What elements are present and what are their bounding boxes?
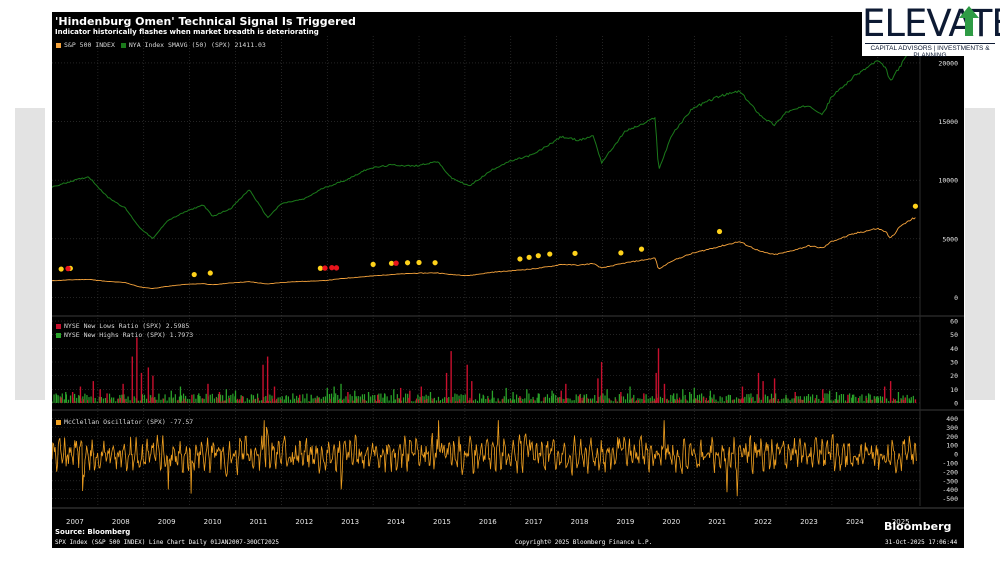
chart-window: 0 5000 10000 15000 20000 0 10 20 30 40 50 60 400 300 2… xyxy=(52,12,964,548)
x-tick-label: 2023 xyxy=(800,518,818,526)
logo-arrow-icon xyxy=(959,6,979,36)
price-tick-label: 15000 xyxy=(938,118,958,126)
x-tick-label: 2024 xyxy=(846,518,864,526)
x-tick-label: 2019 xyxy=(617,518,635,526)
x-tick-label: 2018 xyxy=(571,518,589,526)
hindenburg-signal-marker xyxy=(207,270,213,276)
cluster-signal-marker xyxy=(329,264,335,271)
x-tick-label: 2017 xyxy=(525,518,543,526)
x-tick-label: 2010 xyxy=(204,518,222,526)
hindenburg-signal-marker xyxy=(404,260,411,266)
hindenburg-signal-marker xyxy=(416,259,422,266)
mcclellan-oscillator-line xyxy=(52,420,917,497)
chart-canvas: 0500010000150002000001020304050604003002… xyxy=(52,36,964,526)
cluster-signal-marker xyxy=(333,265,340,271)
breadth-legend-lows: NYSE New Lows Ratio (SPX) 2.5985 xyxy=(56,322,189,330)
hindenburg-signal-marker xyxy=(388,260,395,266)
bloomberg-brand: Bloomberg xyxy=(884,520,952,533)
x-tick-label: 2020 xyxy=(662,518,680,526)
watermark-block-right xyxy=(965,108,995,400)
hindenburg-signal-marker xyxy=(58,266,64,272)
oscillator-tick-label: -200 xyxy=(942,468,958,476)
breadth-tick-label: 10 xyxy=(950,386,958,394)
spx-price-line xyxy=(52,217,916,289)
breadth-tick-label: 40 xyxy=(950,345,958,353)
x-tick-label: 2016 xyxy=(479,518,497,526)
logo-tagline: CAPITAL ADVISORS | INVESTMENTS & PLANNIN… xyxy=(870,45,990,59)
legend-swatch-mcclellan xyxy=(56,419,61,425)
hindenburg-signal-marker xyxy=(191,271,197,278)
oscillator-tick-label: -500 xyxy=(942,495,958,503)
price-tick-label: 20000 xyxy=(938,59,958,67)
legend-label-nya: NYA Index SMAVG (50) (SPX) 21411.03 xyxy=(128,41,266,49)
nya-smavg-line xyxy=(52,42,916,240)
hindenburg-signal-marker xyxy=(618,250,624,256)
elevate-logo: ELEVATE CAPITAL ADVISORS | INVESTMENTS &… xyxy=(862,2,1000,59)
x-tick-label: 2025 xyxy=(892,518,910,526)
oscillator-tick-label: 200 xyxy=(946,433,958,441)
hindenburg-signal-marker xyxy=(526,254,532,260)
hindenburg-signal-marker xyxy=(572,250,578,256)
hindenburg-signal-marker xyxy=(912,203,919,209)
price-tick-label: 5000 xyxy=(942,235,958,243)
oscillator-tick-label: -300 xyxy=(942,477,958,485)
hindenburg-signal-marker xyxy=(317,265,323,271)
x-tick-label: 2021 xyxy=(708,518,726,526)
source-label: Source: Bloomberg xyxy=(55,528,131,536)
logo-rule xyxy=(865,43,995,44)
breadth-tick-label: 20 xyxy=(950,372,958,380)
cluster-signal-marker xyxy=(322,265,328,271)
hindenburg-signal-marker xyxy=(547,251,553,257)
breadth-tick-label: 60 xyxy=(950,318,958,326)
price-tick-label: 0 xyxy=(954,294,958,302)
x-tick-label: 2015 xyxy=(433,518,451,526)
cluster-signal-marker xyxy=(393,260,399,266)
hindenburg-signal-marker xyxy=(370,261,376,267)
oscillator-tick-label: -100 xyxy=(942,460,958,468)
oscillator-tick-label: 0 xyxy=(954,451,958,459)
price-legend: S&P 500 INDEX NYA Index SMAVG (50) (SPX)… xyxy=(56,41,266,49)
hindenburg-signal-marker xyxy=(535,253,541,259)
x-tick-label: 2007 xyxy=(66,518,84,526)
breadth-tick-label: 0 xyxy=(954,399,958,407)
logo-wordmark: ELEVATE xyxy=(862,2,1000,45)
legend-swatch-nya xyxy=(120,42,126,48)
watermark-block-left xyxy=(15,108,45,400)
x-tick-label: 2013 xyxy=(341,518,359,526)
hindenburg-signal-marker xyxy=(517,256,523,262)
hindenburg-signal-marker xyxy=(432,260,438,266)
legend-swatch-highs xyxy=(56,332,61,338)
legend-label-mcclellan: McClellan Oscillator (SPX) -77.57 xyxy=(64,418,194,426)
x-tick-label: 2008 xyxy=(112,518,130,526)
oscillator-tick-label: 100 xyxy=(946,442,958,450)
price-tick-label: 10000 xyxy=(938,177,958,185)
x-tick-label: 2012 xyxy=(295,518,313,526)
x-tick-label: 2009 xyxy=(158,518,176,526)
timestamp: 31-Oct-2025 17:06:44 xyxy=(885,539,958,546)
hindenburg-signal-marker xyxy=(638,246,645,252)
logo-wordmark-text: ELEVATE xyxy=(862,2,1000,45)
x-tick-label: 2022 xyxy=(754,518,772,526)
breadth-tick-label: 50 xyxy=(950,331,958,339)
chart-title: 'Hindenburg Omen' Technical Signal Is Tr… xyxy=(55,15,356,28)
hindenburg-signal-marker xyxy=(716,228,723,235)
x-tick-label: 2011 xyxy=(250,518,268,526)
oscillator-tick-label: 400 xyxy=(946,415,958,423)
oscillator-tick-label: 300 xyxy=(946,424,958,432)
breadth-legend-highs: NYSE New Highs Ratio (SPX) 1.7973 xyxy=(56,331,193,339)
legend-label-lows: NYSE New Lows Ratio (SPX) 2.5985 xyxy=(64,322,190,330)
legend-swatch-lows xyxy=(56,323,61,329)
chart-description: SPX Index (S&P 500 INDEX) Line Chart Dai… xyxy=(55,539,279,546)
chart-subtitle: Indicator historically flashes when mark… xyxy=(55,28,319,36)
x-tick-label: 2014 xyxy=(387,518,405,526)
legend-label-spx: S&P 500 INDEX xyxy=(64,41,115,49)
oscillator-tick-label: -400 xyxy=(942,486,958,494)
legend-label-highs: NYSE New Highs Ratio (SPX) 1.7973 xyxy=(64,331,194,339)
breadth-tick-label: 30 xyxy=(950,359,958,367)
legend-swatch-spx xyxy=(56,42,61,48)
copyright: Copyright© 2025 Bloomberg Finance L.P. xyxy=(515,539,653,546)
oscillator-legend: McClellan Oscillator (SPX) -77.57 xyxy=(56,418,193,426)
cluster-signal-marker xyxy=(65,265,71,272)
